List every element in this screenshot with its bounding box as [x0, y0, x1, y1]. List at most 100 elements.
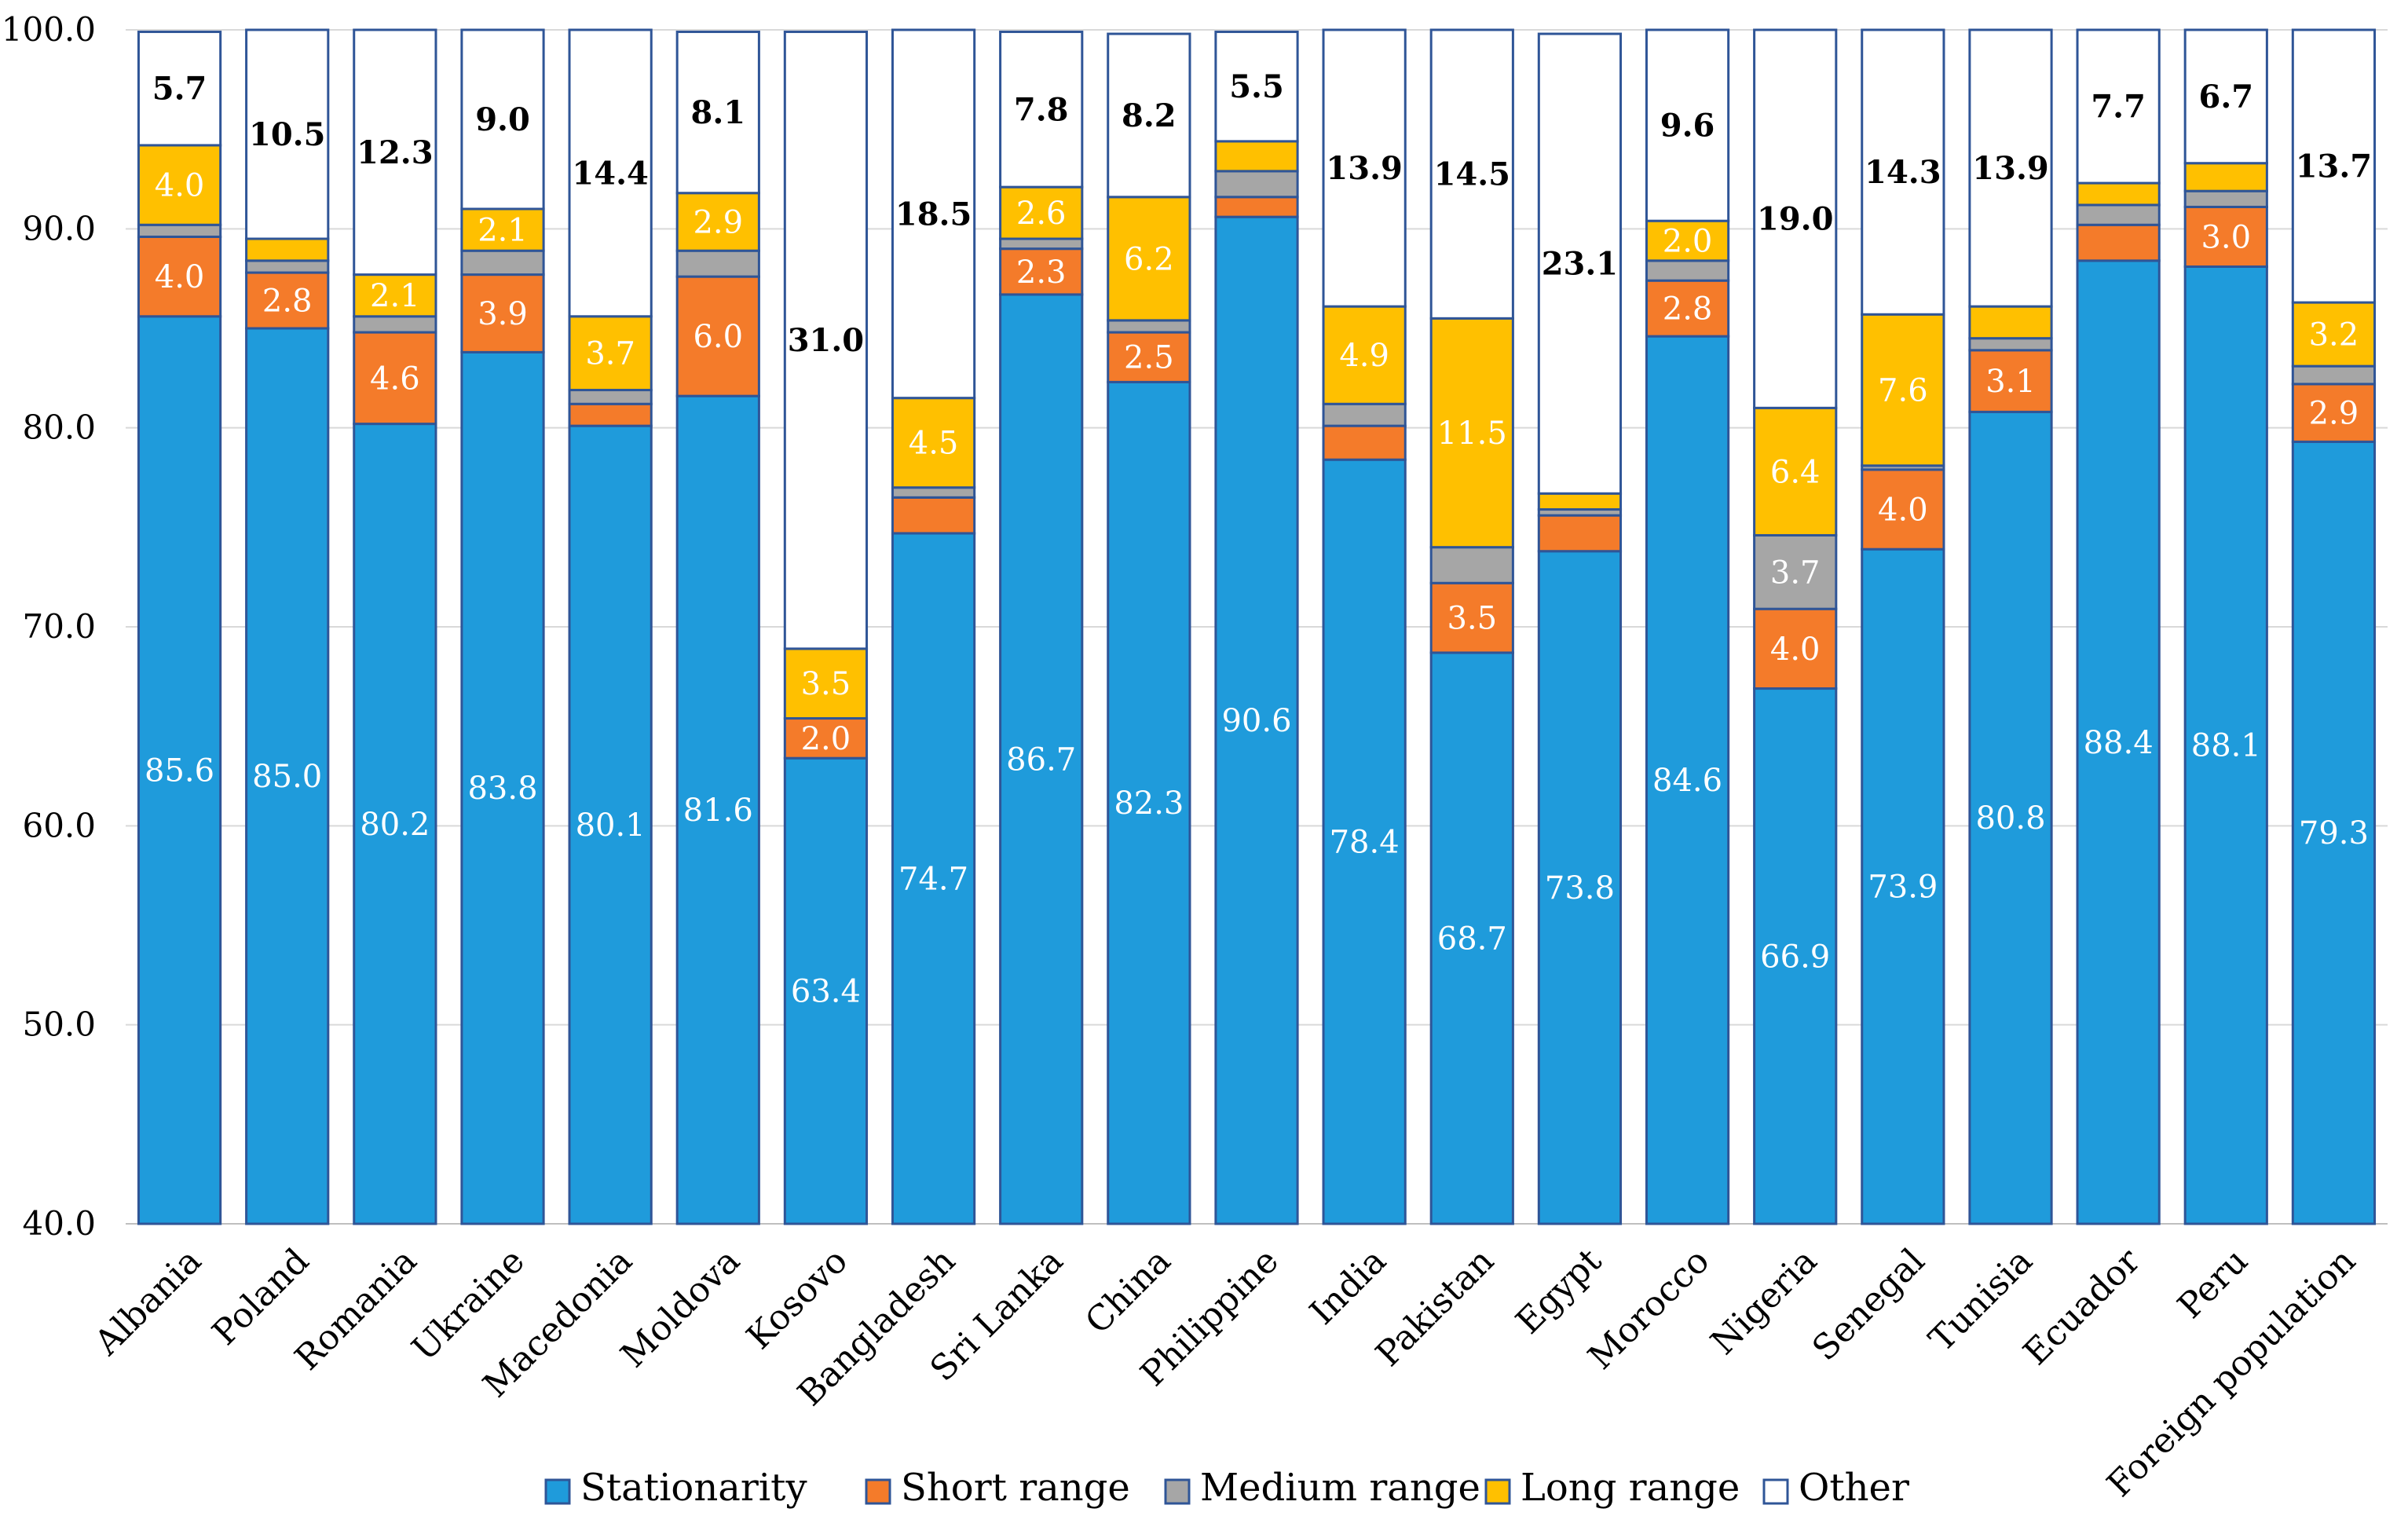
bar-segment-other: [568, 28, 653, 318]
bar-segment-long-range: [1968, 305, 2053, 340]
bar-segment-long-range: [137, 144, 222, 226]
y-tick-label: 60.0: [22, 806, 96, 844]
legend: Stationarity Short range Medium range Long …: [544, 1466, 1909, 1510]
data-label: 78.4: [1330, 825, 1400, 861]
data-label: 4.6: [370, 361, 420, 397]
bar-segment-short-range: [1429, 581, 1514, 654]
x-category-label: Ecuador: [2016, 1240, 2149, 1373]
data-label: 2.9: [2309, 396, 2359, 432]
bar-segment-long-range: [2291, 301, 2377, 368]
bar-segment-medium-range: [1107, 319, 1191, 334]
bar-segment-stationarity: [1214, 215, 1299, 1225]
bar-segment-long-range: [2076, 181, 2161, 207]
bar-segment-stationarity: [353, 423, 437, 1225]
data-label: 2.0: [1663, 224, 1713, 260]
bar-segment-medium-range: [675, 249, 760, 278]
bar-segment-stationarity: [2291, 440, 2377, 1225]
bar-segment-long-range: [1537, 492, 1623, 511]
bar-segment-short-range: [2291, 383, 2377, 443]
bar-segment-long-range: [1861, 313, 1945, 467]
data-label: 6.2: [1124, 241, 1174, 277]
bar-segment-other: [2183, 28, 2268, 165]
bar-segment-long-range: [891, 397, 976, 489]
bar-segment-stationarity: [1645, 335, 1730, 1225]
data-label: 81.6: [683, 793, 753, 829]
bar-segment-medium-range: [353, 315, 437, 334]
bar-segment-stationarity: [891, 532, 976, 1225]
data-label: 2.8: [1663, 291, 1713, 328]
bar-segment-stationarity: [1537, 550, 1623, 1225]
data-label: 80.1: [576, 807, 646, 844]
legend-label: Stationarity: [580, 1466, 807, 1510]
bar-segment-short-range: [1753, 607, 1838, 690]
bar-segment-short-range: [568, 402, 653, 427]
bar-segment-long-range: [2183, 162, 2268, 192]
data-label: 8.1: [690, 94, 745, 131]
bar-segment-medium-range: [1968, 337, 2053, 352]
data-label: 6.7: [2198, 79, 2253, 115]
bar-segment-other: [1322, 28, 1407, 308]
data-label: 2.6: [1016, 196, 1067, 232]
bar-segment-medium-range: [460, 249, 545, 276]
data-label: 14.3: [1865, 154, 1941, 191]
bar-segment-other: [1861, 28, 1945, 316]
bar-segment-short-range: [1861, 468, 1945, 551]
bar-segment-other: [891, 28, 976, 400]
bar-segment-long-range: [1107, 196, 1191, 322]
x-category-label: Senegal: [1805, 1241, 1933, 1369]
bar-segment-stationarity: [1107, 380, 1191, 1225]
bar-segment-other: [137, 31, 222, 147]
y-tick-label: 70.0: [22, 607, 96, 646]
data-label: 4.0: [1878, 493, 1928, 529]
bar-segment-long-range: [460, 207, 545, 252]
y-tick-label: 40.0: [22, 1204, 96, 1243]
data-label: 9.0: [475, 101, 530, 138]
legend-label: Other: [1799, 1466, 1909, 1510]
bar-segment-other: [2291, 28, 2377, 304]
bar-segment-short-range: [245, 271, 330, 330]
legend-swatch: [1484, 1478, 1511, 1505]
y-tick-label: 90.0: [22, 209, 96, 247]
data-labels: 85.6 4.0 4.0 5.7 85.0 2.8 10.5 80.2 4.6 2.1 12.3 83…: [145, 68, 2372, 1009]
bar-segment-medium-range: [245, 259, 330, 274]
legend-swatch: [1164, 1478, 1191, 1505]
bar-segment-long-range: [783, 647, 869, 720]
bar-segment-medium-range: [1645, 259, 1730, 282]
data-label: 4.5: [909, 426, 959, 462]
bar-segment-medium-range: [891, 486, 976, 499]
data-label: 5.5: [1229, 68, 1284, 105]
legend-swatch: [544, 1478, 571, 1505]
x-category-label: Pakistan: [1368, 1241, 1502, 1375]
bar-segment-stationarity: [1968, 410, 2053, 1225]
legend-item-short-range: Short range: [865, 1466, 1130, 1510]
bar-segment-medium-range: [568, 389, 653, 405]
data-label: 85.6: [145, 753, 214, 789]
bar-segment-other: [245, 28, 330, 240]
bar-segment-stationarity: [460, 350, 545, 1225]
data-label: 6.0: [693, 319, 743, 355]
bar-segment-other: [999, 31, 1084, 189]
bar-segment-other: [460, 28, 545, 211]
bar-segment-other: [1429, 28, 1514, 320]
data-label: 79.3: [2299, 815, 2369, 851]
bar-segment-long-range: [999, 185, 1084, 240]
bar-segment-long-range: [1214, 140, 1299, 173]
legend-swatch: [1762, 1478, 1789, 1505]
data-label: 10.5: [249, 116, 325, 153]
data-label: 3.5: [801, 666, 851, 702]
bar-segment-long-range: [353, 273, 437, 318]
data-label: 3.7: [1770, 555, 1821, 591]
data-label: 88.1: [2191, 728, 2261, 764]
data-label: 80.8: [1975, 800, 2045, 837]
bar-segment-medium-range: [2183, 189, 2268, 208]
x-category-label: Nigeria: [1704, 1241, 1825, 1363]
bar-segment-other: [353, 28, 437, 276]
data-label: 2.9: [693, 204, 743, 240]
data-label: 13.7: [2296, 148, 2372, 185]
data-label: 2.3: [1016, 255, 1067, 291]
legend-item-stationarity: Stationarity: [544, 1466, 807, 1510]
bar-segment-short-range: [1214, 196, 1299, 218]
data-label: 12.3: [357, 134, 433, 171]
data-label: 5.7: [152, 71, 207, 108]
